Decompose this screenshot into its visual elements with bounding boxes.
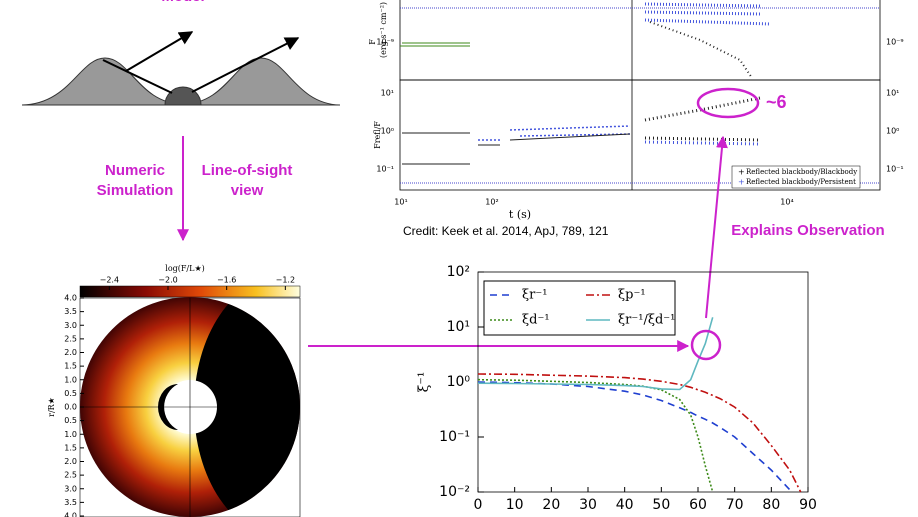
annotation: ~6 bbox=[766, 92, 787, 112]
x-tick-label: 10 bbox=[506, 497, 524, 513]
x-tick-label: 0 bbox=[474, 497, 483, 513]
x-axis-label: t (s) bbox=[509, 208, 531, 221]
colorbar-tick-label: −1.6 bbox=[217, 276, 236, 285]
y-axis-label: Frefl/F bbox=[373, 121, 382, 149]
y-tick-label: 2.0 bbox=[64, 457, 77, 466]
y-tick-label: 10¹ bbox=[381, 89, 394, 98]
y-tick-label: 10⁻⁹ bbox=[376, 38, 394, 47]
y-tick-label: 4.0 bbox=[64, 294, 77, 303]
y-tick-label: 2.5 bbox=[64, 471, 77, 480]
colorbar-tick-label: −1.2 bbox=[276, 276, 295, 285]
y-tick-label: 0.0 bbox=[64, 403, 77, 412]
model-title: Model bbox=[161, 0, 204, 5]
y-axis-label: r/R★ bbox=[47, 397, 56, 417]
y-tick-label: 4.0 bbox=[64, 512, 77, 517]
y-tick-label: 10² bbox=[447, 264, 470, 280]
ray bbox=[102, 59, 173, 94]
data-cloud bbox=[649, 21, 753, 79]
y-tick-label: 10⁻¹ bbox=[376, 165, 394, 174]
legend bbox=[483, 280, 676, 336]
ray bbox=[125, 31, 194, 72]
data-cloud bbox=[644, 96, 761, 142]
legend-marker: + bbox=[738, 168, 745, 177]
y-tick-label: 10⁻¹ bbox=[439, 429, 470, 445]
legend-label: ξr⁻¹/ξd⁻¹ bbox=[618, 313, 675, 328]
series-line bbox=[477, 378, 714, 493]
legend-label: Reflected blackbody/Persistent bbox=[746, 178, 856, 186]
colorbar-tick-label: −2.4 bbox=[100, 276, 119, 285]
y-tick-label: 2.0 bbox=[64, 348, 77, 357]
y-axis-unit: (erg s⁻¹ cm⁻²) bbox=[379, 2, 388, 58]
y-tick-label: 3.0 bbox=[64, 484, 77, 493]
y-tick-label: 10¹ bbox=[886, 89, 899, 98]
y-tick-label: 10⁰ bbox=[447, 374, 471, 390]
legend-label: ξr⁻¹ bbox=[522, 288, 547, 303]
data-cloud bbox=[478, 125, 631, 141]
legend bbox=[731, 165, 861, 189]
y-tick-label: 1.0 bbox=[64, 375, 77, 384]
data-cloud bbox=[644, 2, 771, 26]
colorbar-label: log(F/L★) bbox=[165, 264, 204, 273]
x-tick-label: 70 bbox=[726, 497, 744, 513]
panel bbox=[399, 79, 881, 191]
data-cloud bbox=[400, 42, 470, 47]
data-cloud bbox=[402, 132, 631, 165]
arrow bbox=[705, 135, 728, 319]
y-axis-label: F bbox=[368, 39, 377, 45]
y-tick-label: 1.5 bbox=[64, 362, 77, 371]
legend-label: Reflected blackbody/Blackbody bbox=[746, 168, 857, 176]
x-tick-label: 90 bbox=[799, 497, 817, 513]
y-tick-label: 1.0 bbox=[64, 430, 77, 439]
annotation: Line-of-sight bbox=[202, 162, 293, 179]
y-tick-label: 10¹ bbox=[447, 319, 470, 335]
y-tick-label: 0.5 bbox=[64, 389, 77, 398]
y-tick-label: 10⁻² bbox=[439, 484, 470, 500]
highlight bbox=[696, 87, 760, 119]
y-tick-label: 2.5 bbox=[64, 334, 77, 343]
x-tick-label: 10¹ bbox=[394, 198, 407, 207]
highlight bbox=[690, 329, 722, 361]
x-tick-label: 60 bbox=[689, 497, 707, 513]
x-tick-label: 10⁴ bbox=[780, 198, 793, 207]
star-shadow bbox=[158, 384, 178, 430]
x-tick-label: 20 bbox=[542, 497, 560, 513]
panel bbox=[399, 0, 881, 81]
series-line bbox=[477, 381, 791, 491]
y-tick-label: 3.0 bbox=[64, 321, 77, 330]
annotation: Simulation bbox=[97, 182, 174, 199]
annotation: Explains Observation bbox=[731, 222, 884, 239]
credit: Credit: Keek et al. 2014, ApJ, 789, 121 bbox=[403, 224, 609, 238]
y-tick-label: 10⁻⁹ bbox=[886, 38, 904, 47]
colorbar-tick-label: −2.0 bbox=[158, 276, 177, 285]
y-tick-label: 3.5 bbox=[64, 498, 77, 507]
y-tick-label: 10⁰ bbox=[381, 127, 394, 136]
x-tick-label: 50 bbox=[652, 497, 670, 513]
y-tick-label: 10⁻¹ bbox=[886, 165, 904, 174]
y-tick-label: 10⁰ bbox=[886, 127, 899, 136]
y-tick-label: 3.5 bbox=[64, 307, 77, 316]
ray bbox=[191, 37, 300, 93]
x-tick-label: 80 bbox=[762, 497, 780, 513]
y-tick-label: 1.5 bbox=[64, 443, 77, 452]
y-tick-label: 0.5 bbox=[64, 416, 77, 425]
series-line bbox=[477, 373, 802, 493]
annotation: Numeric bbox=[105, 162, 165, 179]
data-cloud bbox=[644, 140, 761, 146]
x-tick-label: 30 bbox=[579, 497, 597, 513]
legend-marker: + bbox=[738, 178, 745, 187]
x-tick-label: 40 bbox=[616, 497, 634, 513]
colorbar bbox=[79, 285, 301, 298]
annotation: view bbox=[231, 182, 264, 199]
legend-label: ξp⁻¹ bbox=[618, 288, 646, 303]
y-axis-label: ξ⁻¹ bbox=[416, 372, 432, 393]
legend-label: ξd⁻¹ bbox=[522, 313, 550, 328]
x-tick-label: 10² bbox=[485, 198, 498, 207]
